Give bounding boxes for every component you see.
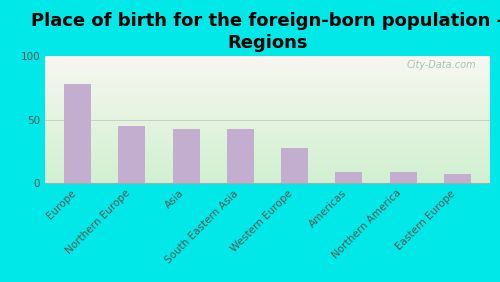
- Bar: [64, 84, 91, 183]
- Bar: [444, 174, 471, 183]
- Title: Place of birth for the foreign-born population -
Regions: Place of birth for the foreign-born popu…: [31, 12, 500, 52]
- Bar: [227, 129, 254, 183]
- Bar: [281, 148, 308, 183]
- Bar: [172, 129, 200, 183]
- Bar: [336, 172, 362, 183]
- Text: City-Data.com: City-Data.com: [407, 60, 476, 70]
- Bar: [390, 172, 416, 183]
- Bar: [118, 126, 146, 183]
